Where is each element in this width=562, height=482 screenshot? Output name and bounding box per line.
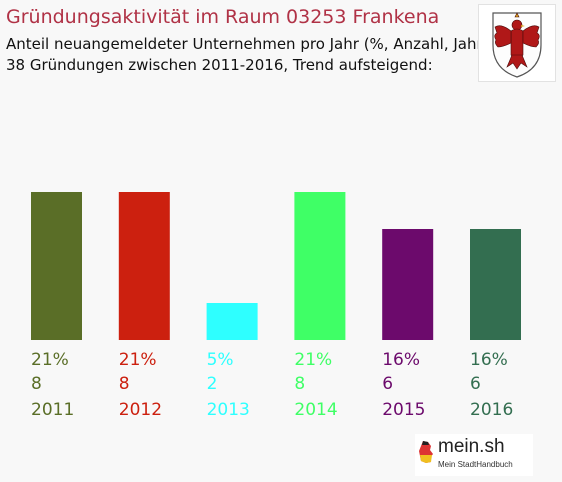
year-label-2012: 2012 — [119, 400, 162, 420]
bar-2013 — [206, 303, 258, 340]
year-label-2015: 2015 — [382, 400, 425, 420]
percent-label-2014: 21% — [294, 350, 332, 370]
count-label-2011: 8 — [31, 374, 42, 394]
count-label-2014: 8 — [294, 374, 305, 394]
logo-name: mein.sh — [438, 436, 505, 457]
percent-label-2013: 5% — [207, 350, 234, 370]
count-label-2016: 6 — [470, 374, 481, 394]
percent-label-2016: 16% — [470, 350, 508, 370]
year-label-2016: 2016 — [470, 400, 513, 420]
coat-of-arms — [478, 4, 556, 82]
count-label-2015: 6 — [382, 374, 393, 394]
germany-map-icon — [419, 441, 433, 463]
percent-label-2015: 16% — [382, 350, 420, 370]
bar-2012 — [118, 192, 170, 340]
chart-title: Gründungsaktivität im Raum 03253 Franken… — [6, 6, 440, 28]
year-label-2013: 2013 — [207, 400, 250, 420]
bar-2015 — [382, 229, 434, 340]
bar-2011 — [31, 192, 82, 340]
mein-sh-logo[interactable]: mein.sh Mein StadtHandbuch — [415, 434, 533, 476]
year-label-2011: 2011 — [31, 400, 74, 420]
count-label-2013: 2 — [207, 374, 218, 394]
bar-2016 — [470, 229, 521, 340]
chart-subtitle: Anteil neuangemeldeter Unternehmen pro J… — [6, 35, 489, 53]
count-label-2012: 8 — [119, 374, 130, 394]
logo-tagline: Mein StadtHandbuch — [438, 460, 513, 469]
percent-label-2012: 21% — [119, 350, 157, 370]
chart-summary: 38 Gründungen zwischen 2011-2016, Trend … — [6, 56, 433, 74]
percent-label-2011: 21% — [31, 350, 69, 370]
bar-2014 — [294, 192, 346, 340]
year-label-2014: 2014 — [294, 400, 337, 420]
red-eagle-coat-of-arms-icon — [492, 12, 542, 78]
